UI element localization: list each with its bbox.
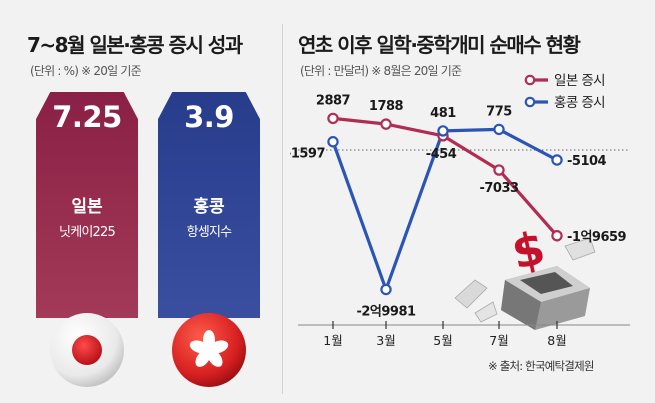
japan-performance-value: 7.25 [52,100,122,134]
legend-label: 홍콩 증시 [554,95,605,111]
left-subtitle: (단위 : %) ※ 20일 기준 [30,64,142,78]
japan-market-name: 일본 [71,197,103,217]
x-tick-label: 5월 [433,333,452,348]
japan-index-name: 닛케이225 [59,225,116,240]
data-label: 1788 [369,99,404,114]
data-point [493,164,505,176]
x-tick-label: 7월 [489,333,508,348]
x-tick-label: 3월 [376,333,395,348]
money-bag-illustration: $ [454,220,596,330]
right-title: 연초 이후 일학·중학개미 순매수 현황 [298,33,581,57]
data-source: ※ 출처: 한국예탁결제원 [488,359,594,373]
line-chart: 1월 3월 5월 7월 8월 2887 1788 -454 -7033 -1억9659 -1597… [290,73,630,348]
data-point [327,112,339,125]
x-tick-label: 1월 [323,333,342,348]
data-label: -1억9659 [567,230,627,245]
data-point [437,125,449,137]
legend-label: 일본 증시 [554,73,605,89]
data-label: 481 [430,106,456,121]
japan-performance-bar: 7.25 일본 닛케이225 [36,92,138,318]
data-point [380,118,392,130]
data-point [380,283,392,296]
right-subtitle: (단위 : 만달러) ※ 8월은 20일 기준 [300,64,462,78]
left-title: 7~8월 일본·홍콩 증시 성과 [27,33,243,57]
japan-flag-icon [50,313,124,387]
hongkong-performance-value: 3.9 [184,100,234,134]
data-point [327,136,339,148]
legend-marker [524,96,536,108]
data-label: 2887 [316,93,351,108]
data-point [551,230,563,242]
data-point [493,123,505,136]
legend-marker [524,74,536,86]
data-label: -1597 [290,147,325,162]
data-label: -2억9981 [356,304,416,319]
hongkong-flag-icon [172,313,246,387]
x-tick-label: 8월 [547,333,566,348]
hongkong-index-name: 항셍지수 [186,225,232,240]
data-label: -454 [426,147,457,162]
data-label: -7033 [479,181,519,196]
hongkong-performance-bar: 3.9 홍콩 항셍지수 [158,92,260,318]
data-label: 775 [486,104,512,119]
hongkong-market-name: 홍콩 [193,197,225,217]
data-label: -5104 [567,154,607,169]
data-point [551,154,563,166]
panel-divider [282,24,283,394]
